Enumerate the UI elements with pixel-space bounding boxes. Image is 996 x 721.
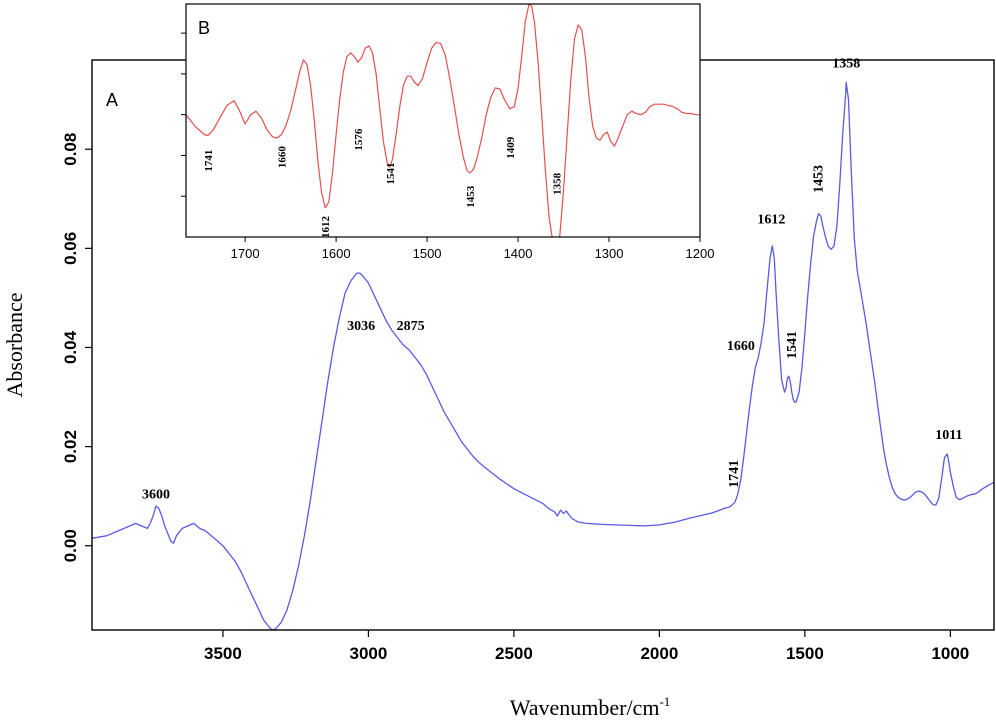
inset-peak-label-1409: 1409 [505,136,517,159]
inset-peak-label-1576: 1576 [353,128,365,151]
inset-peak-label-1541: 1541 [385,162,397,184]
main-axis-ticks [85,148,951,637]
peak-label-1612: 1612 [757,213,785,228]
inset-peak-labels: 1741 1660 1576 1612 1541 1453 1409 1358 [203,128,563,238]
inset-x-tick-label-1700: 1700 [231,246,260,261]
peak-label-1541: 1541 [785,331,800,359]
peak-label-1011: 1011 [935,428,962,443]
y-axis-title: Absorbance [2,292,27,397]
spectrum-line-a [91,81,995,631]
x-tick-label-3000: 3000 [350,644,388,663]
inset-plot-frame [185,3,701,238]
peak-label-3036: 3036 [347,319,375,334]
inset-tick-labels: 1700 1600 1500 1400 1300 1200 [231,246,715,261]
peak-label-3600: 3600 [142,488,170,503]
inset-panel: 1700 1600 1500 1400 1300 1200 1741 1660 1576 161… [181,3,715,261]
peak-label-1741: 1741 [727,460,742,488]
inset-peak-label-1453: 1453 [465,185,477,208]
x-axis-title-text: Wavenumber/cm [510,695,660,720]
y-tick-label-0.06: 0.06 [61,232,80,265]
y-tick-label-0.04: 0.04 [61,330,80,364]
peak-label-1358: 1358 [832,56,860,71]
y-tick-label-0.00: 0.00 [61,529,80,562]
x-axis-title: Wavenumber/cm-1 [510,694,671,720]
inset-x-tick-label-1200: 1200 [686,246,715,261]
peak-label-1453: 1453 [811,165,826,193]
main-series-layer [91,81,995,631]
y-tick-label-0.02: 0.02 [61,430,80,463]
inset-x-tick-label-1400: 1400 [504,246,533,261]
peak-label-2875: 2875 [397,319,425,334]
x-tick-label-1000: 1000 [931,644,969,663]
x-axis-title-superscript: -1 [659,694,670,709]
x-tick-label-2000: 2000 [640,644,678,663]
inset-peak-label-1358: 1358 [551,172,563,195]
inset-peak-label-1612: 1612 [320,216,332,239]
inset-background [186,4,700,237]
inset-axis-ticks [181,32,701,242]
x-tick-label-2500: 2500 [495,644,533,663]
main-tick-labels: 3500 3000 2500 2000 1500 1000 0.00 0.02 0.04 0.06… [61,133,969,663]
panel-letter-b: B [198,18,210,38]
second-derivative-line-b [186,4,700,237]
x-tick-label-1500: 1500 [786,644,824,663]
inset-peak-label-1741: 1741 [203,150,215,172]
main-peak-labels: 3600 3036 2875 1741 1660 1612 1541 1453 1358 1011 [142,56,963,502]
x-tick-label-3500: 3500 [204,644,242,663]
inset-series-layer [186,4,700,237]
y-tick-label-0.08: 0.08 [61,133,80,166]
inset-x-tick-label-1500: 1500 [413,246,442,261]
inset-x-tick-label-1600: 1600 [322,246,351,261]
peak-label-1660: 1660 [727,339,755,354]
inset-peak-label-1660: 1660 [277,146,289,169]
panel-letter-a: A [106,90,118,110]
inset-x-tick-label-1300: 1300 [595,246,624,261]
